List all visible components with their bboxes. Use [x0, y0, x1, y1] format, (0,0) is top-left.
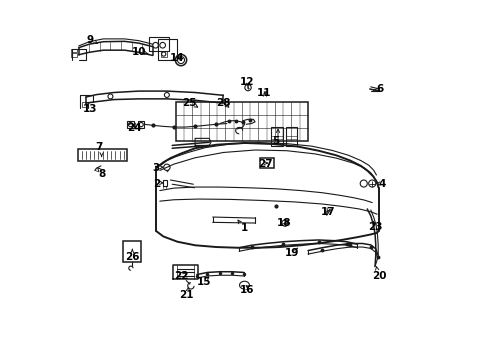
Bar [149, 37, 168, 51]
Bar [71, 49, 77, 52]
Bar [127, 121, 133, 128]
Text: 10: 10 [131, 47, 145, 57]
Text: 5: 5 [271, 136, 279, 146]
Text: 19: 19 [285, 248, 299, 258]
Bar [78, 149, 126, 161]
Text: 1: 1 [241, 222, 247, 233]
Text: 7: 7 [95, 142, 102, 152]
Text: 28: 28 [216, 98, 230, 108]
Text: 15: 15 [196, 276, 211, 287]
Text: 12: 12 [240, 77, 254, 87]
Text: 2: 2 [152, 179, 160, 189]
Bar [260, 158, 274, 168]
Text: 6: 6 [375, 84, 383, 94]
Bar [175, 102, 307, 141]
Text: 24: 24 [127, 123, 142, 133]
Text: 16: 16 [240, 285, 254, 295]
Bar [138, 121, 144, 128]
Text: 3: 3 [152, 163, 159, 173]
Text: 11: 11 [256, 87, 271, 98]
Bar [285, 127, 296, 147]
Text: 8: 8 [98, 168, 105, 179]
Bar [122, 241, 141, 262]
Text: 20: 20 [371, 271, 386, 281]
Bar [270, 127, 283, 147]
Text: 13: 13 [82, 104, 97, 114]
Bar [158, 39, 177, 60]
Text: 22: 22 [173, 271, 188, 281]
Bar [81, 102, 86, 107]
Text: 4: 4 [378, 179, 385, 189]
Bar [160, 51, 166, 57]
Bar [163, 180, 166, 186]
Text: 21: 21 [179, 290, 193, 300]
Text: 23: 23 [368, 221, 382, 231]
Bar [71, 53, 77, 57]
Text: 26: 26 [125, 252, 139, 262]
Text: 14: 14 [169, 53, 183, 63]
Text: 27: 27 [257, 159, 272, 169]
Text: 9: 9 [86, 35, 93, 45]
Text: 18: 18 [276, 219, 291, 228]
Text: 25: 25 [182, 98, 197, 108]
Text: 17: 17 [321, 207, 335, 217]
